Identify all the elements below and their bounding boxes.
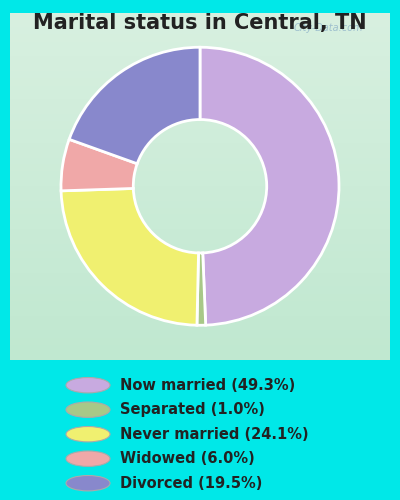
Circle shape	[66, 451, 110, 466]
Wedge shape	[61, 140, 137, 191]
Wedge shape	[200, 48, 339, 325]
Wedge shape	[197, 253, 206, 325]
Wedge shape	[69, 48, 200, 164]
Circle shape	[66, 378, 110, 393]
Text: Separated (1.0%): Separated (1.0%)	[120, 402, 265, 417]
Text: Marital status in Central, TN: Marital status in Central, TN	[33, 12, 367, 32]
Circle shape	[66, 476, 110, 491]
Text: City-Data.com: City-Data.com	[294, 23, 363, 33]
Text: Divorced (19.5%): Divorced (19.5%)	[120, 476, 262, 490]
Text: Now married (49.3%): Now married (49.3%)	[120, 378, 295, 392]
Circle shape	[66, 426, 110, 442]
Circle shape	[66, 402, 110, 417]
Wedge shape	[61, 188, 198, 325]
Text: Never married (24.1%): Never married (24.1%)	[120, 426, 309, 442]
Text: Widowed (6.0%): Widowed (6.0%)	[120, 451, 255, 466]
